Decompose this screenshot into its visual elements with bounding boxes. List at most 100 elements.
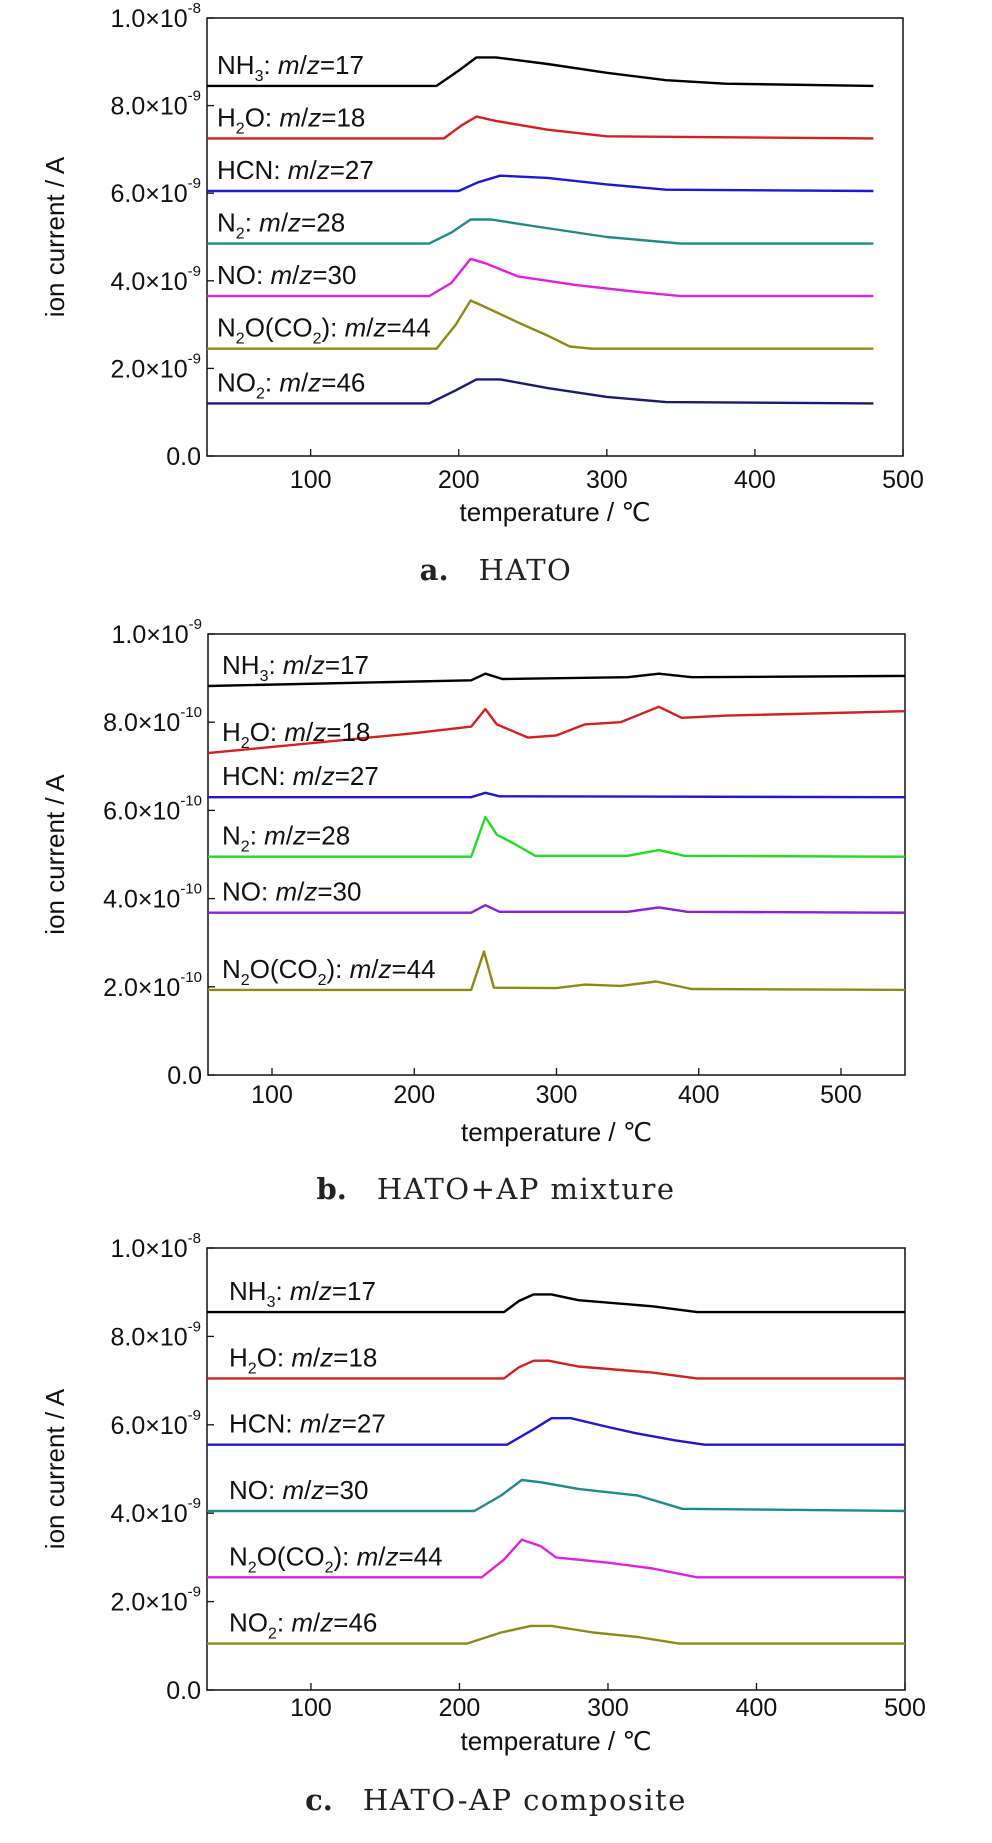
series-label-part: 2 — [241, 735, 250, 752]
chart-panel-c: 100 200 300 400 5000.02.0×10-94.0×10-96.0×10… — [40, 1230, 926, 1817]
series-label-part: =28 — [301, 208, 345, 238]
series-label-part: m — [290, 1276, 312, 1306]
series-label-part: m — [282, 1475, 304, 1505]
y-tick-label: 8.0×10-9 — [110, 1318, 201, 1351]
series-label-part: 2 — [268, 1626, 277, 1643]
x-axis-label: temperature / ℃ — [460, 1726, 651, 1756]
series-label-part: z — [378, 954, 392, 984]
panel-caption-letter: c. — [305, 1783, 333, 1817]
y-tick-exponent: -9 — [188, 263, 201, 280]
series-label-part: z — [311, 650, 325, 680]
y-tick-mantissa: 8.0×10 — [103, 709, 180, 737]
series-label-part: z — [373, 313, 387, 343]
series-label-part: 2 — [248, 1559, 257, 1576]
x-tick-label: 500 — [884, 1694, 926, 1722]
y-tick-label: 8.0×10-9 — [110, 88, 201, 121]
y-tick-mantissa: 0.0 — [167, 1062, 202, 1090]
series-label-part: / — [314, 761, 322, 791]
series-label-part: z — [310, 1475, 324, 1505]
series-line — [207, 1293, 905, 1314]
y-tick-label: 6.0×10-10 — [103, 792, 202, 825]
series-label-part: : — [263, 50, 277, 80]
series-label-part: m — [278, 50, 300, 80]
y-tick-exponent: -10 — [180, 704, 202, 721]
plot-frame — [206, 1247, 906, 1691]
y-tick-exponent: -10 — [180, 969, 202, 986]
series-label-part: / — [306, 717, 314, 747]
panel-caption: b. HATO+AP mixture — [316, 1172, 675, 1206]
series-label-part: z — [307, 102, 321, 132]
series-label-part: =17 — [320, 50, 364, 80]
series-line — [207, 1417, 905, 1446]
y-tick-mantissa: 1.0×10 — [111, 621, 188, 649]
series-label: H2O: m/z=18 — [229, 1342, 377, 1377]
series-label-part: H — [229, 1342, 248, 1372]
series-label: N2: m/z=28 — [222, 821, 350, 856]
series-line — [207, 1538, 905, 1579]
series-label-part: NO — [229, 1608, 268, 1638]
y-tick-mantissa: 8.0×10 — [110, 93, 187, 121]
chart-panel-b: 100 200 300 400 5000.02.0×10-104.0×10-106.0×… — [40, 616, 906, 1206]
series-line — [208, 950, 906, 992]
series-line — [207, 1478, 906, 1513]
series-label-part: =27 — [330, 155, 374, 185]
y-tick-mantissa: 4.0×10 — [110, 1500, 187, 1528]
series-label-part: / — [286, 821, 294, 851]
series-label: N2O(CO2): m/z=44 — [229, 1541, 443, 1576]
series-label-part: / — [301, 367, 309, 397]
series-label-part: =44 — [387, 313, 431, 343]
x-tick-label: 500 — [882, 466, 924, 494]
y-tick-exponent: -10 — [180, 881, 202, 898]
series-line — [207, 115, 874, 140]
series-label-part: =28 — [306, 821, 350, 851]
series-label-part: 3 — [267, 1294, 276, 1311]
series-label-part: NO: — [222, 877, 275, 907]
y-tick-label: 0.0 — [167, 1062, 202, 1090]
y-axis-label: ion current / A — [40, 774, 70, 935]
series-label-part: =30 — [312, 260, 356, 290]
series-label: N2: m/z=28 — [217, 208, 345, 243]
series-label-part: z — [312, 717, 326, 747]
series-label-part: m — [283, 650, 305, 680]
series-label-part: N — [217, 313, 236, 343]
y-tick-label: 1.0×10-8 — [110, 1230, 201, 1263]
series-line — [207, 218, 874, 245]
series-label: N2O(CO2): m/z=44 — [217, 313, 431, 348]
series-label: H2O: m/z=18 — [217, 102, 365, 137]
series-label-part: z — [328, 1409, 342, 1439]
y-tick-mantissa: 1.0×10 — [110, 1235, 187, 1263]
series-label: NO2: m/z=46 — [217, 367, 365, 402]
series-label-part: z — [385, 1541, 399, 1571]
series-label-part: N — [222, 954, 241, 984]
series-label-part: N — [217, 208, 236, 238]
series-label-part: z — [319, 1342, 333, 1372]
panel-caption: c. HATO-AP composite — [305, 1783, 687, 1817]
series-label-part: 3 — [260, 668, 269, 685]
series-label: HCN: m/z=27 — [222, 761, 379, 791]
series-line — [208, 815, 906, 858]
y-tick-mantissa: 0.0 — [166, 1677, 201, 1705]
series-label-part: z — [319, 1608, 333, 1638]
panel-caption: a. HATO — [420, 553, 573, 587]
series-label-part: m — [350, 954, 372, 984]
series-label-part: / — [300, 50, 308, 80]
series-label-part: z — [303, 877, 317, 907]
x-tick-label: 400 — [734, 466, 776, 494]
series-line — [207, 672, 906, 688]
x-axis-label: temperature / ℃ — [461, 1117, 652, 1147]
series-label-part: 2 — [236, 226, 245, 243]
x-tick-label: 200 — [393, 1081, 435, 1109]
y-axis-label: ion current / A — [40, 1388, 70, 1549]
series-label-part: : — [265, 367, 279, 397]
y-tick-label: 8.0×10-10 — [103, 704, 202, 737]
series-label-part: m — [288, 155, 310, 185]
panel-caption-text: HATO — [479, 553, 573, 587]
series-label-part: =27 — [342, 1409, 386, 1439]
series-line — [207, 56, 874, 88]
series-label-part: / — [378, 1541, 386, 1571]
series-label-part: m — [279, 367, 301, 397]
y-tick-label: 4.0×10-9 — [110, 263, 201, 296]
y-tick-exponent: -8 — [188, 1230, 201, 1247]
plot-frame — [207, 633, 906, 1076]
